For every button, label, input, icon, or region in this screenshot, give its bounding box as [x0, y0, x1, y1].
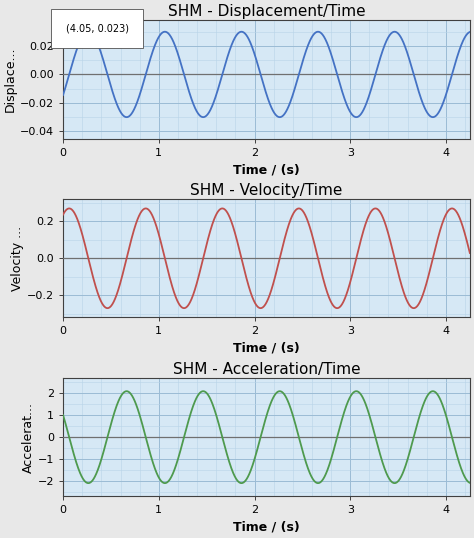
Y-axis label: Displace...: Displace... [4, 47, 17, 112]
Y-axis label: Accelerat...: Accelerat... [22, 402, 35, 473]
Title: SHM - Displacement/Time: SHM - Displacement/Time [168, 4, 365, 19]
Title: SHM - Acceleration/Time: SHM - Acceleration/Time [173, 362, 360, 377]
X-axis label: Time / (s): Time / (s) [233, 342, 300, 355]
Y-axis label: Velocity ...: Velocity ... [11, 226, 24, 291]
Title: SHM - Velocity/Time: SHM - Velocity/Time [190, 183, 343, 198]
X-axis label: Time / (s): Time / (s) [233, 163, 300, 176]
Text: (4.05, 0.023): (4.05, 0.023) [66, 23, 129, 33]
X-axis label: Time / (s): Time / (s) [233, 521, 300, 534]
